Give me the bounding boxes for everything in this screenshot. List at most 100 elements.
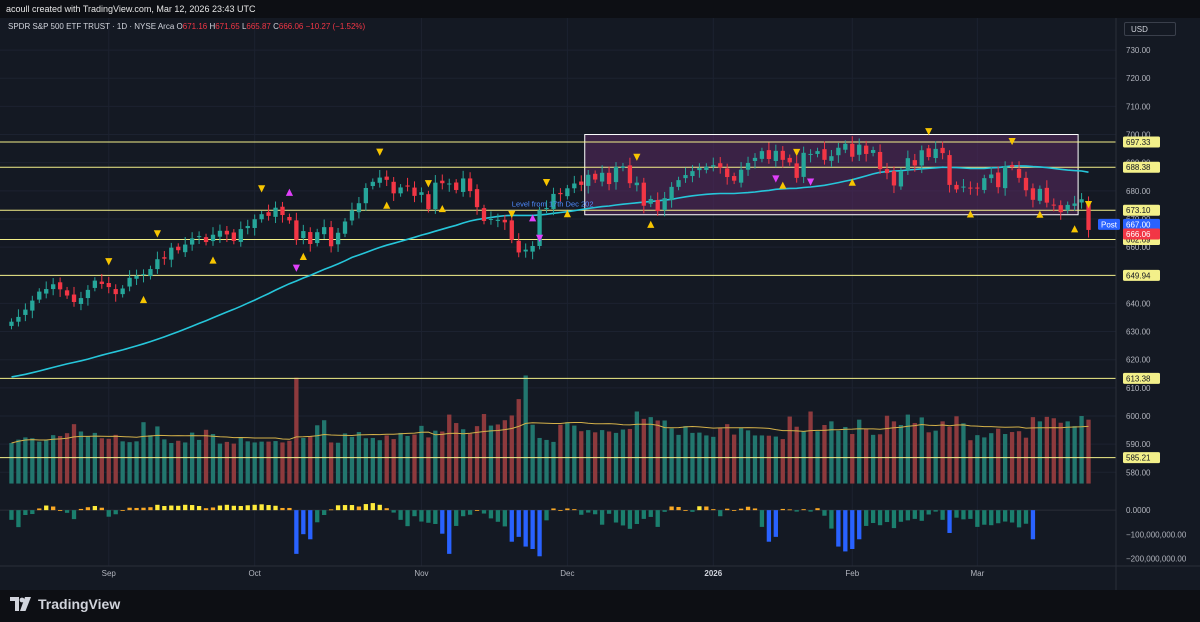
oscillator-bar: [474, 510, 480, 511]
y-tick-label: 660.00: [1126, 243, 1151, 252]
volume-bar: [996, 428, 1001, 484]
volume-bar: [134, 441, 139, 484]
oscillator-bar: [64, 510, 70, 513]
candle-body: [335, 232, 341, 245]
volume-bar: [405, 435, 410, 484]
candle-body: [523, 249, 528, 252]
price-axis-panel: [1116, 18, 1200, 590]
level-price-tag: [1123, 452, 1160, 464]
oscillator-bar: [975, 510, 980, 527]
current-price-label: 667.00: [1126, 220, 1151, 229]
oscillator-bar: [322, 510, 327, 515]
volume-bar: [495, 424, 501, 484]
candle-body: [620, 166, 626, 168]
volume-bar: [829, 421, 834, 484]
oscillator-bar: [731, 510, 737, 511]
high-value: 671.65: [215, 22, 240, 31]
level-price-label: 697.33: [1126, 138, 1151, 147]
volume-bar: [426, 437, 431, 484]
candle-body: [989, 174, 994, 179]
tradingview-logo[interactable]: TradingView: [10, 594, 120, 614]
sell-marker: [925, 128, 933, 136]
candle-body: [481, 208, 487, 221]
range-box: [584, 134, 1079, 216]
volume-bar: [273, 441, 278, 484]
volume-bar: [599, 430, 605, 484]
oscillator-bar: [78, 508, 84, 511]
candle-body: [454, 182, 459, 190]
oscillator-bar: [419, 510, 424, 522]
y-tick-label: 610.00: [1126, 384, 1151, 393]
oscillator-bar: [342, 505, 348, 511]
candle-body: [891, 171, 897, 186]
oscillator-bar: [106, 510, 111, 517]
oscillator-bar: [766, 510, 772, 542]
oscillator-bar: [467, 510, 473, 515]
oscillator-bar: [530, 510, 535, 549]
candle-body: [912, 160, 917, 166]
volume-bar: [933, 430, 938, 484]
volume-bar: [752, 435, 758, 484]
oscillator-bar: [523, 510, 528, 547]
chart-area[interactable]: Level from 17th Dec 202 580.00 590.00 600.0…: [0, 18, 1200, 590]
oscillator-bar: [961, 510, 966, 520]
candle-body: [634, 182, 640, 186]
candle-body: [488, 218, 494, 220]
volume-bar: [238, 437, 243, 484]
candle-body: [808, 153, 813, 155]
volume-bar: [280, 442, 285, 484]
candle-body: [231, 232, 236, 241]
volume-bar: [488, 425, 494, 484]
price-chart[interactable]: Level from 17th Dec 202 580.00 590.00 600.0…: [0, 18, 1200, 590]
volume-bar: [217, 443, 223, 484]
volume-bar: [968, 440, 973, 484]
oscillator-bar: [328, 509, 334, 511]
volume-bar: [627, 428, 633, 484]
x-tick-label: Dec: [560, 569, 574, 578]
volume-bar: [1086, 419, 1091, 484]
volume-bar: [328, 442, 334, 484]
level-price-tag: [1123, 136, 1160, 148]
buy-marker: [779, 181, 787, 189]
volume-bar: [460, 429, 466, 484]
oscillator-bar: [203, 508, 209, 511]
oscillator-bar: [690, 510, 695, 512]
oscillator-bar: [23, 510, 28, 515]
oscillator-bar: [57, 510, 63, 511]
buy-marker: [139, 295, 148, 304]
oscillator-bar: [676, 506, 681, 511]
close-value: 666.06: [278, 22, 304, 31]
oscillator-bar: [231, 505, 236, 511]
oscillator-bar: [780, 508, 785, 511]
candle-body: [982, 178, 987, 190]
currency-button[interactable]: USD: [1124, 22, 1176, 36]
volume-bar: [9, 443, 14, 484]
candle-body: [996, 172, 1001, 188]
volume-bar: [655, 420, 660, 484]
volume-bar: [745, 430, 751, 484]
candle-body: [71, 294, 77, 302]
volume-bar: [342, 433, 348, 484]
candle-body: [690, 171, 695, 177]
sell-marker: [508, 210, 516, 219]
sell-marker: [105, 258, 113, 266]
volume-bar: [905, 414, 911, 484]
volume-bar: [516, 399, 521, 484]
oscillator-bar: [370, 503, 375, 511]
candle-body: [579, 181, 584, 185]
candle-body: [273, 207, 278, 217]
volume-bar: [530, 424, 535, 484]
volume-bar: [210, 434, 216, 484]
y-tick-label: 580.00: [1126, 468, 1151, 477]
buy-marker: [1036, 210, 1044, 218]
oscillator-bar: [391, 510, 396, 513]
oscillator-bar: [16, 510, 21, 528]
level-price-label: 662.69: [1126, 236, 1151, 245]
candle-body: [44, 289, 49, 294]
oscillator-bar: [287, 507, 292, 511]
candle-body: [1044, 187, 1049, 203]
volume-bar: [731, 434, 737, 484]
open-label: O: [176, 22, 183, 31]
candle-body: [697, 168, 702, 171]
candle-body: [704, 166, 709, 170]
